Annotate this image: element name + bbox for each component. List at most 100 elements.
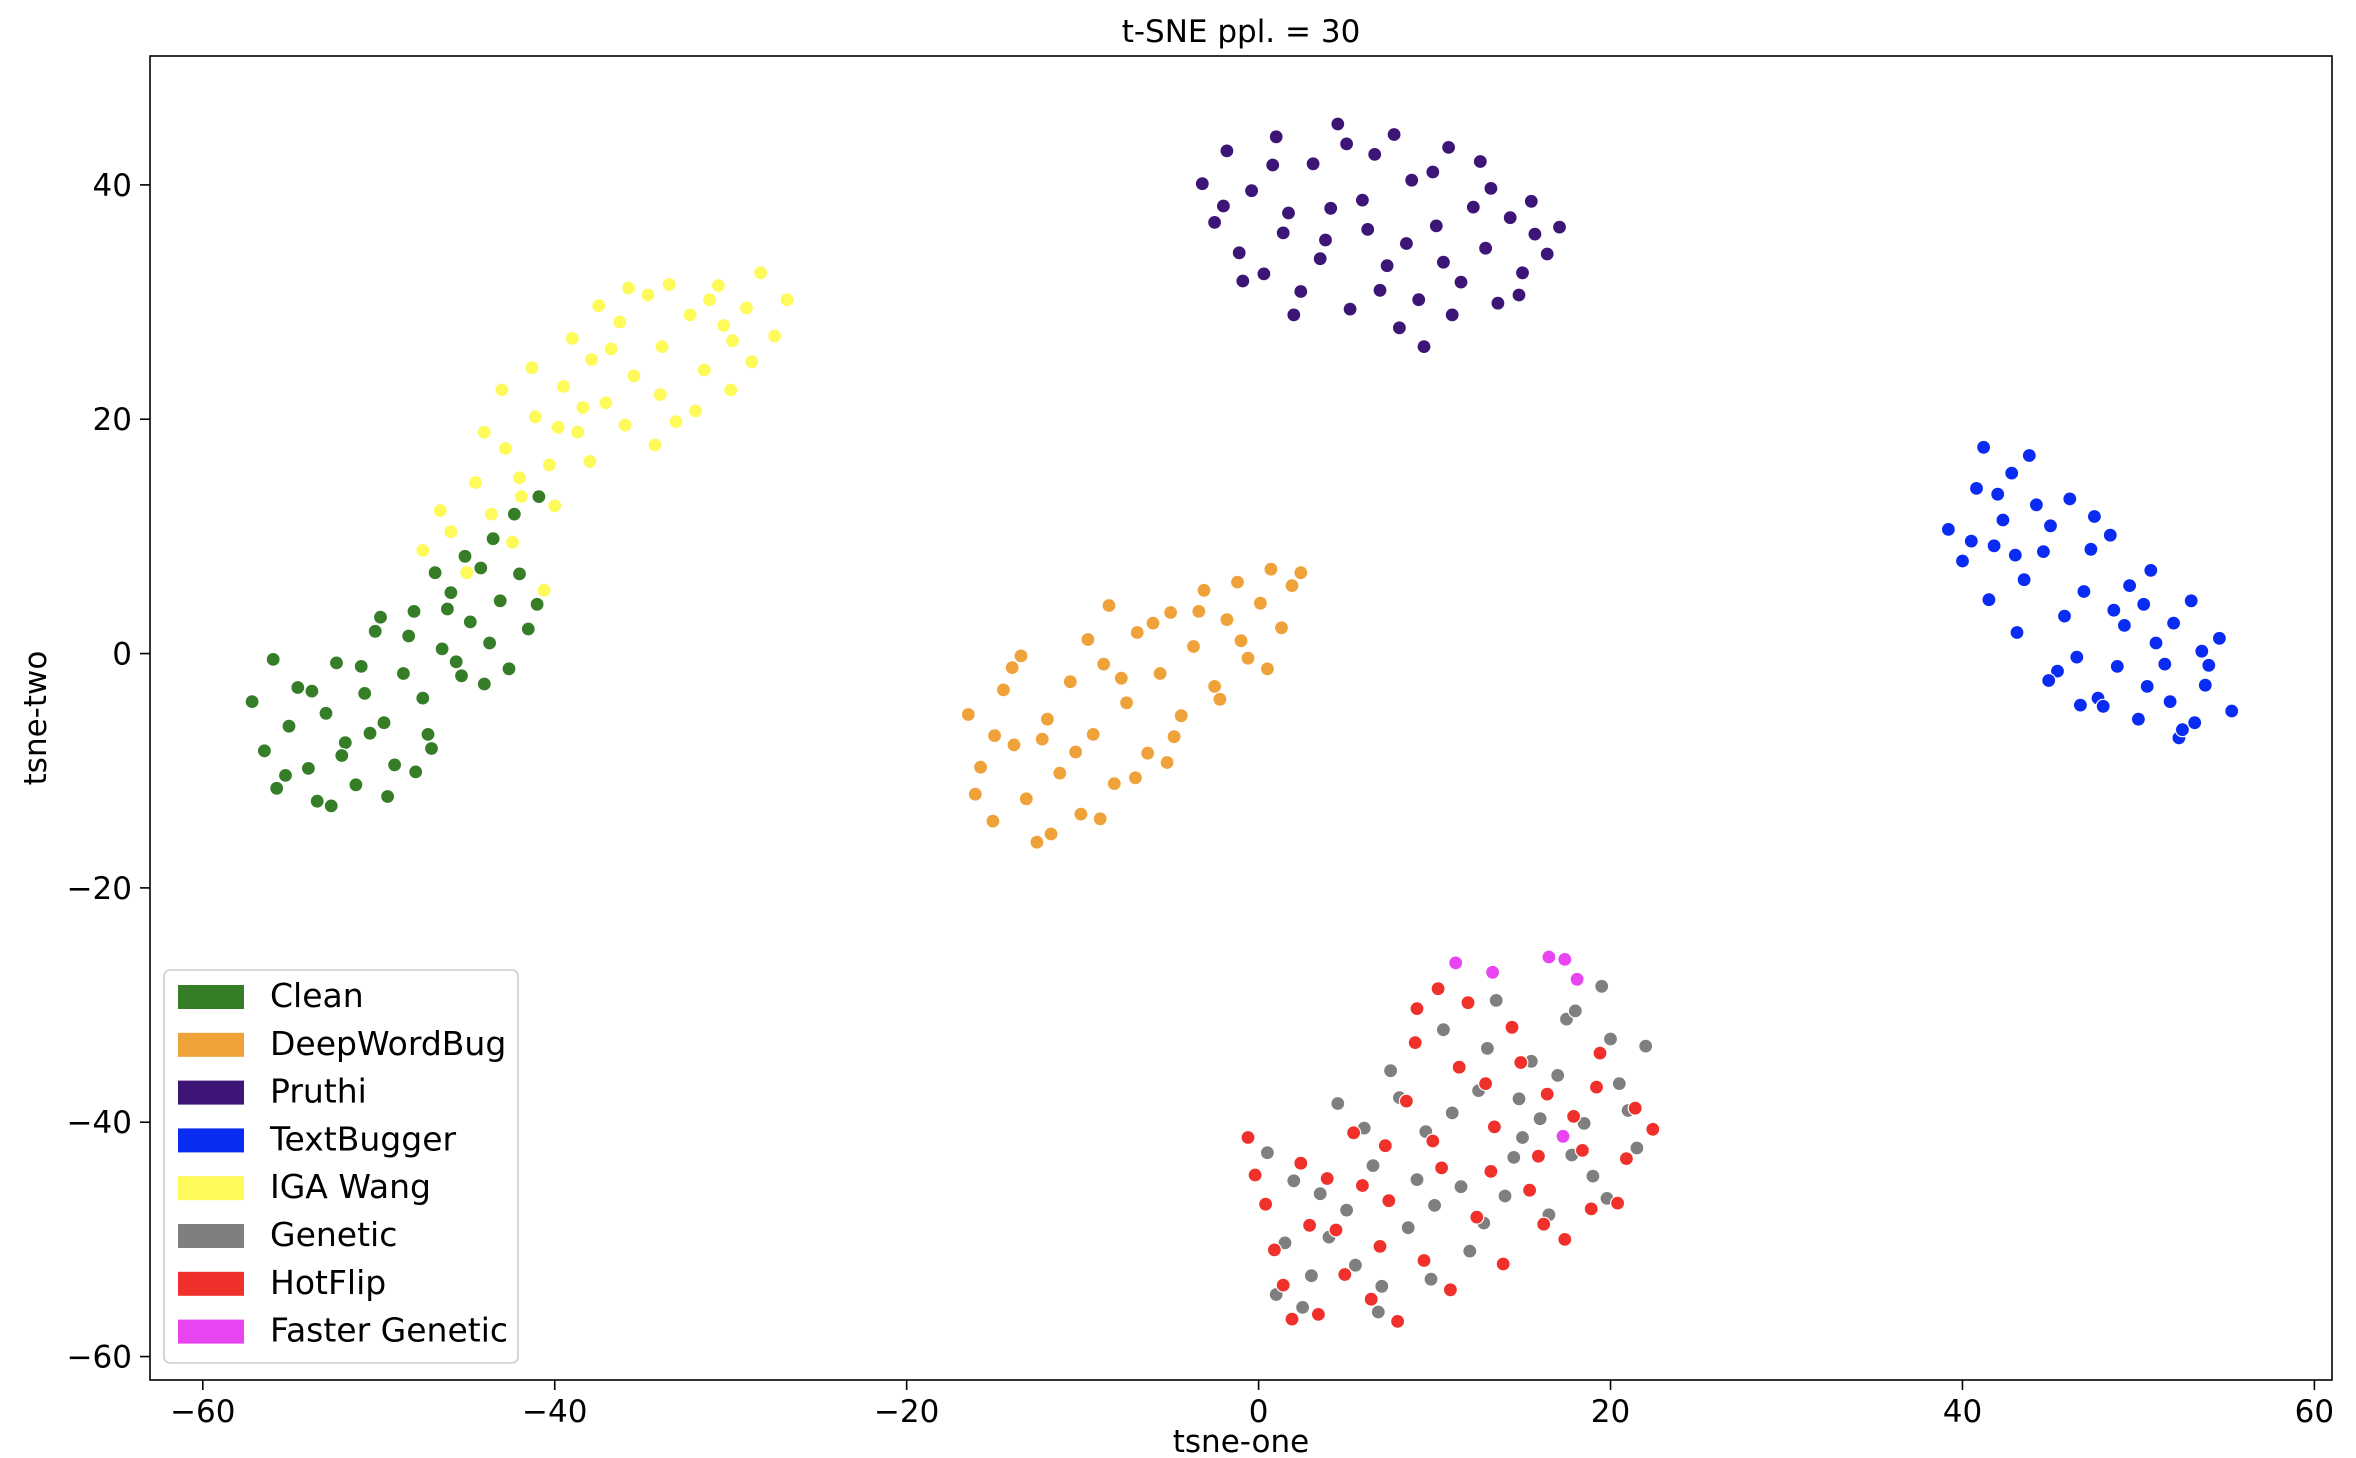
data-point (1286, 307, 1302, 323)
data-point (1345, 1125, 1362, 1141)
data-point (1460, 995, 1476, 1011)
data-point (1212, 691, 1228, 707)
data-point (1618, 1150, 1635, 1167)
data-point (1256, 266, 1272, 282)
data-point (1317, 232, 1334, 248)
data-point (1483, 1163, 1499, 1180)
data-point (1442, 1282, 1459, 1298)
data-point (1347, 1257, 1364, 1273)
data-point (527, 409, 544, 425)
data-point (1263, 561, 1279, 577)
data-point (1323, 200, 1339, 216)
data-point (1319, 1170, 1335, 1187)
data-point (626, 368, 642, 384)
x-tick-label: 60 (2295, 1394, 2334, 1430)
data-point (2004, 465, 2020, 481)
data-point (323, 798, 339, 814)
data-point (1484, 964, 1501, 980)
data-point (2083, 541, 2099, 557)
data-point (2069, 649, 2085, 665)
data-point (304, 683, 320, 699)
data-point (1583, 1201, 1599, 1217)
data-point (2106, 602, 2122, 618)
data-point (1444, 1105, 1460, 1121)
data-point (376, 715, 392, 731)
data-point (2174, 722, 2190, 738)
legend-label: DeepWordBug (270, 1024, 506, 1063)
data-point (1286, 1173, 1302, 1189)
legend-swatch (178, 1128, 244, 1153)
data-point (524, 360, 540, 376)
data-point (432, 503, 448, 519)
data-point (1968, 480, 1985, 496)
data-point (1398, 1093, 1415, 1109)
data-point (277, 767, 294, 784)
data-point (1539, 246, 1555, 262)
data-point (1404, 172, 1420, 188)
data-point (1504, 1019, 1520, 1035)
data-point (1629, 1140, 1645, 1156)
data-point (353, 658, 369, 675)
data-point (1243, 183, 1260, 199)
data-point (1609, 1195, 1626, 1211)
data-point (300, 760, 316, 777)
data-point (2072, 697, 2088, 713)
data-point (485, 531, 501, 547)
data-point (2095, 698, 2111, 714)
data-point (1206, 678, 1223, 695)
data-point (1067, 744, 1084, 760)
data-point (1206, 214, 1223, 230)
data-point (1129, 624, 1145, 641)
series-clean (244, 489, 547, 814)
data-point (1400, 1220, 1416, 1236)
data-point (1981, 592, 1997, 608)
data-point (1557, 951, 1573, 968)
data-point (1511, 287, 1527, 303)
data-point (1275, 225, 1291, 241)
data-point (318, 705, 334, 721)
data-point (348, 777, 364, 793)
data-point (1080, 631, 1096, 648)
data-point (1367, 146, 1383, 162)
data-point (281, 718, 297, 734)
data-point (1638, 1038, 1654, 1054)
data-point (1372, 282, 1388, 298)
data-point (972, 759, 989, 775)
points-layer (244, 116, 2240, 1330)
y-tick-label: 0 (112, 637, 132, 673)
data-point (2056, 608, 2073, 624)
x-tick-label: 40 (1943, 1394, 1982, 1430)
data-point (482, 635, 498, 651)
data-point (357, 685, 373, 702)
data-point (1240, 650, 1256, 666)
data-point (362, 725, 378, 741)
data-point (598, 395, 614, 411)
data-point (406, 603, 422, 620)
data-point (1565, 1108, 1582, 1125)
data-point (1235, 273, 1251, 289)
data-point (1469, 1209, 1485, 1225)
series-deepwordbug (960, 561, 1309, 850)
data-point (2224, 703, 2240, 719)
data-point (1312, 1186, 1328, 1202)
data-point (1550, 1067, 1566, 1084)
data-point (513, 489, 529, 505)
data-point (1627, 1100, 1643, 1116)
data-point (1338, 136, 1355, 152)
data-point (2183, 593, 2199, 609)
data-point (1231, 245, 1247, 261)
data-point (1310, 1306, 1327, 1323)
legend-swatch (178, 1032, 244, 1057)
data-point (1555, 1128, 1571, 1144)
data-point (1166, 729, 1182, 745)
data-point (682, 307, 698, 323)
data-point (476, 676, 492, 692)
data-point (1477, 1075, 1494, 1092)
data-point (661, 276, 677, 293)
data-point (1101, 597, 1117, 614)
data-point (1523, 193, 1539, 209)
data-point (640, 287, 656, 303)
data-point (647, 437, 663, 453)
data-point (506, 506, 522, 522)
